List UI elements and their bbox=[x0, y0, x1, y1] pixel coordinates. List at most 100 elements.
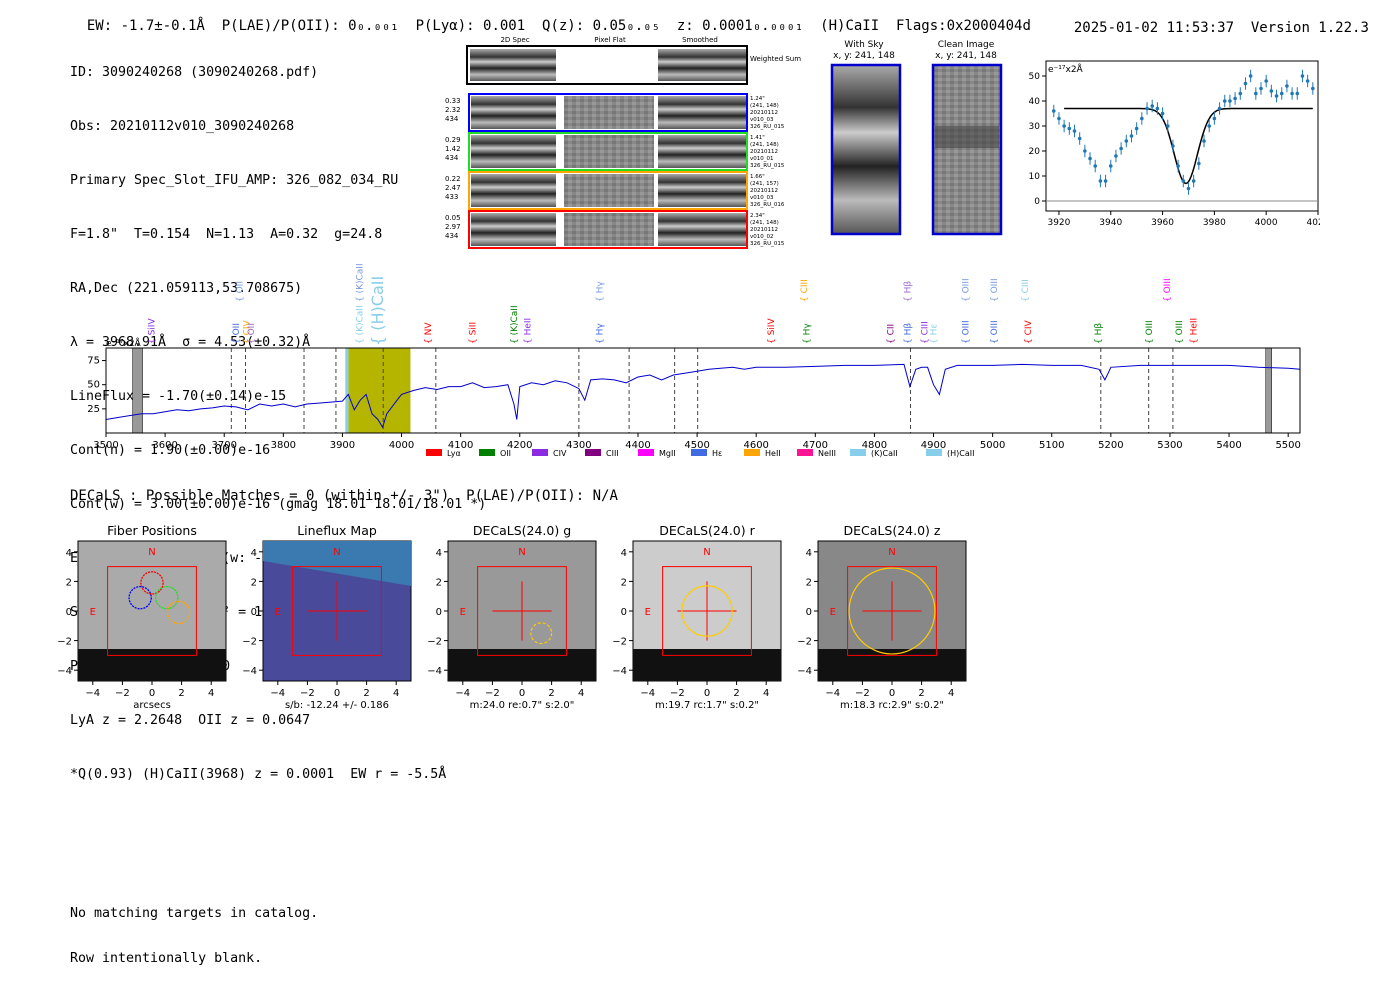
legend-label: CIII bbox=[606, 449, 619, 458]
data-point bbox=[1300, 74, 1305, 78]
line-label-upper: { Hγ bbox=[596, 281, 606, 302]
line-label: { NV bbox=[424, 322, 434, 344]
data-point bbox=[1160, 111, 1165, 116]
cutout-right-label: (241, 148) bbox=[750, 142, 779, 148]
cutout-right-label: 326_RU_016 bbox=[750, 202, 785, 208]
cutout-right-label: 20210112 bbox=[750, 149, 778, 155]
aperture-circle bbox=[681, 585, 733, 637]
x-tick-label: 5200 bbox=[1098, 440, 1123, 451]
x-tick-label: 4600 bbox=[743, 440, 768, 451]
x-tick-label: 3500 bbox=[93, 440, 118, 451]
cutout-left-label: 0.22 bbox=[445, 175, 461, 183]
cutout-left-label: 434 bbox=[445, 115, 459, 123]
fiber-circle bbox=[128, 585, 152, 610]
x-tick-label: 4 bbox=[208, 688, 214, 699]
x-tick-label: 0 bbox=[889, 688, 895, 699]
fit-curve bbox=[1064, 107, 1313, 185]
x-tick-label: 2 bbox=[363, 688, 369, 699]
cutout-smoothed bbox=[658, 135, 746, 168]
y-tick-label: 0 bbox=[66, 607, 72, 618]
data-point bbox=[1279, 91, 1284, 96]
x-tick-label: 4800 bbox=[862, 440, 887, 451]
x-tick-label: 0 bbox=[519, 688, 525, 699]
info-line: RA,Dec (221.059113,53.708675) bbox=[70, 281, 303, 296]
x-tick-label: 3600 bbox=[152, 440, 177, 451]
north-label: N bbox=[888, 547, 895, 558]
y-tick-label: 0 bbox=[621, 607, 627, 618]
search-box bbox=[292, 566, 382, 656]
x-tick-label: 3960 bbox=[1151, 218, 1174, 228]
y-tick-label: 4 bbox=[251, 548, 257, 559]
cutout-left-label: 0.29 bbox=[445, 136, 461, 144]
bright-source-edge bbox=[78, 649, 226, 681]
y-tick-label: −4 bbox=[427, 666, 442, 677]
cutout-smoothed bbox=[658, 96, 746, 129]
cutout-right-label: v010_03 bbox=[750, 195, 774, 201]
panel-caption: m:19.7 rc:1.7" s:0.2" bbox=[655, 700, 759, 711]
x-tick-label: 4200 bbox=[507, 440, 532, 451]
y-tick-label: 10 bbox=[1029, 172, 1041, 182]
panel-caption: m:18.3 rc:2.9" s:0.2" bbox=[840, 700, 944, 711]
lineflux-region bbox=[263, 541, 411, 586]
legend-label: OII bbox=[500, 449, 511, 458]
y-tick-label: −4 bbox=[57, 666, 72, 677]
cutout-left-label: 434 bbox=[445, 232, 459, 240]
cutout-2dspec bbox=[471, 96, 556, 129]
y-tick-label: 4 bbox=[436, 548, 442, 559]
weighted-sum-smoothed bbox=[658, 49, 746, 81]
data-point bbox=[1181, 179, 1186, 183]
line-label-upper: { (H)CaII bbox=[368, 276, 387, 346]
clean-image-trace bbox=[935, 126, 999, 148]
north-label: N bbox=[703, 547, 710, 558]
data-point bbox=[1243, 81, 1248, 86]
x-tick-label: −2 bbox=[855, 688, 870, 699]
cutout-right-label: v010_03 bbox=[750, 117, 774, 123]
line-label: { SiIV bbox=[147, 318, 157, 344]
y-tick-label: 30 bbox=[1029, 122, 1041, 132]
y-tick-label: −2 bbox=[427, 637, 442, 648]
x-tick-label: 5400 bbox=[1216, 440, 1241, 451]
legend-label: NeIII bbox=[818, 449, 836, 458]
legend-swatch bbox=[638, 449, 654, 456]
zoom-plot-frame bbox=[1045, 60, 1319, 212]
x-tick-label: 0 bbox=[334, 688, 340, 699]
y-tick-label: 75 bbox=[87, 356, 100, 367]
header-summary-line: EW: -1.7±-0.1Å P(LAE)/P(OII): 0₀.₀₀₁ P(L… bbox=[86, 18, 1031, 34]
cutout-left-label: 2.47 bbox=[445, 184, 461, 192]
data-point bbox=[1145, 106, 1149, 111]
x-tick-label: 3800 bbox=[271, 440, 296, 451]
x-tick-label: 2 bbox=[548, 688, 554, 699]
line-label: { (K)CaII bbox=[510, 305, 520, 344]
spectrum-unit-label: e⁻¹⁷x2Å bbox=[106, 337, 142, 349]
cutout-right-label: 20210112 bbox=[750, 110, 778, 116]
clean-image bbox=[931, 63, 1003, 236]
line-label-upper: { OIII bbox=[990, 278, 1000, 302]
y-tick-label: −2 bbox=[57, 637, 72, 648]
cutout-2dspec bbox=[471, 213, 556, 246]
legend-swatch bbox=[797, 449, 813, 456]
x-tick-label: 4700 bbox=[803, 440, 828, 451]
cutout-right-label: 20210112 bbox=[750, 227, 778, 233]
info-line: F=1.8" T=0.154 N=1.13 A=0.32 g=24.8 bbox=[70, 227, 383, 242]
cutout-left-label: 2.32 bbox=[445, 106, 461, 114]
cutout-right-label: v010_02 bbox=[750, 234, 774, 240]
zoom-unit-label: e⁻¹⁷x2Å bbox=[1048, 63, 1084, 75]
data-point bbox=[1305, 79, 1310, 83]
y-tick-label: 25 bbox=[87, 404, 100, 415]
fiber-circle bbox=[155, 585, 179, 610]
y-tick-label: 0 bbox=[436, 607, 442, 618]
spectrum-line bbox=[105, 363, 1301, 429]
cutout-right-label: (241, 148) bbox=[750, 103, 779, 109]
clean-image-subtitle: x, y: 241, 148 bbox=[935, 51, 997, 61]
legend-swatch bbox=[926, 449, 942, 456]
line-label: { OII bbox=[247, 323, 257, 344]
y-tick-label: 2 bbox=[66, 577, 72, 588]
data-point bbox=[1155, 106, 1160, 111]
north-label: N bbox=[148, 547, 155, 558]
masked-band bbox=[1265, 347, 1272, 434]
data-point bbox=[1176, 164, 1180, 168]
data-point bbox=[1077, 136, 1082, 141]
line-label-upper: { OII bbox=[236, 281, 246, 302]
line-label: { SiII bbox=[468, 322, 478, 344]
search-box bbox=[662, 566, 752, 656]
